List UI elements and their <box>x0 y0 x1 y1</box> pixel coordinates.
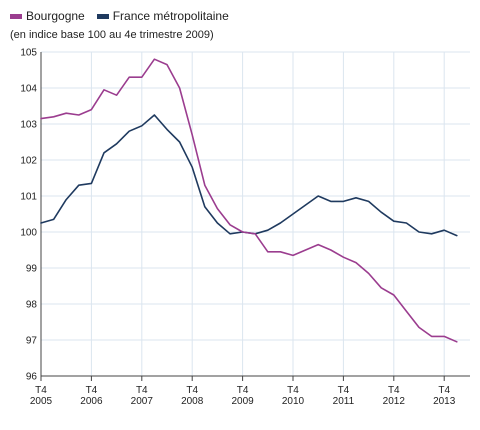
x-tick-label-quarter: T4 <box>388 385 400 396</box>
legend-item-france: France métropolitaine <box>96 9 229 23</box>
x-tick-label-quarter: T4 <box>287 385 299 396</box>
legend-label-bourgogne: Bourgogne <box>26 9 85 23</box>
series-line-bourgogne <box>40 58 458 343</box>
x-tick-label-quarter: T4 <box>86 385 98 396</box>
series-line-france <box>40 114 458 237</box>
y-tick-label: 100 <box>20 228 37 239</box>
y-tick-label: 101 <box>20 192 37 203</box>
y-tick-label: 102 <box>20 156 37 167</box>
y-tick-label: 105 <box>20 48 37 59</box>
legend-swatch-france <box>96 13 109 19</box>
chart-subtitle: (en indice base 100 au 4e trimestre 2009… <box>10 29 214 41</box>
x-tick-label-year: 2006 <box>80 396 103 407</box>
x-tick-label-quarter: T4 <box>438 385 450 396</box>
x-tick-label-year: 2005 <box>30 396 53 407</box>
y-tick-label: 96 <box>26 372 38 383</box>
x-tick-label-quarter: T4 <box>136 385 148 396</box>
x-tick-label-year: 2010 <box>282 396 305 407</box>
x-tick-label-year: 2008 <box>181 396 204 407</box>
x-tick-label-quarter: T4 <box>35 385 47 396</box>
y-tick-label: 98 <box>26 300 38 311</box>
x-tick-label-quarter: T4 <box>338 385 350 396</box>
y-tick-label: 99 <box>26 264 38 275</box>
legend-label-france: France métropolitaine <box>112 9 229 23</box>
x-tick-label-year: 2009 <box>231 396 254 407</box>
x-tick-label-year: 2012 <box>383 396 406 407</box>
x-tick-label-quarter: T4 <box>237 385 249 396</box>
legend-item-bourgogne: Bourgogne <box>10 9 85 23</box>
y-tick-label: 97 <box>26 336 38 347</box>
y-tick-label: 103 <box>20 120 37 131</box>
legend-swatch-bourgogne <box>10 13 22 19</box>
x-tick-label-year: 2011 <box>333 396 355 407</box>
legend: Bourgogne France métropolitaine <box>10 9 241 23</box>
x-tick-label-year: 2007 <box>131 396 154 407</box>
x-tick-label-year: 2013 <box>433 396 456 407</box>
x-tick-label-quarter: T4 <box>186 385 198 396</box>
y-tick-label: 104 <box>20 84 37 95</box>
